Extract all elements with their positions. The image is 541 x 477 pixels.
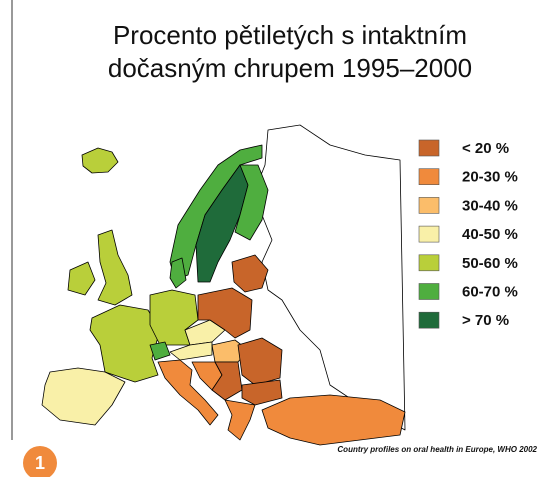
legend-swatch [418,225,440,243]
country [157,359,219,426]
legend-label: > 70 % [462,312,509,329]
country [67,261,96,296]
legend-label: 40-50 % [462,226,518,243]
country [81,147,119,174]
country [231,254,269,293]
country [89,304,161,383]
legend: < 20 % 20-30 % 30-40 % 40-50 % 50-60 % 60-70 … [418,139,518,329]
country [169,341,213,361]
legend-swatch [418,311,440,329]
legend-swatch [418,283,440,300]
country [237,337,283,386]
legend-label: 20-30 % [462,169,518,186]
country [261,394,406,446]
legend-swatch [418,254,440,272]
title-line: Procento pětiletých s intaktním [113,20,467,50]
legend-label: 30-40 % [462,197,518,214]
source-note: Country profiles on oral health in Europ… [337,445,537,454]
legend-label: 60-70 % [462,283,518,300]
badge-number: 1 [35,453,45,473]
legend-swatch [418,139,440,157]
country [97,229,133,306]
country [197,287,253,339]
legend-swatch [418,197,440,214]
country [184,319,226,346]
country [169,257,187,289]
country [241,379,283,406]
country [234,164,269,241]
badge-circle [23,446,57,477]
country [169,144,263,281]
legend-label: < 20 % [462,140,509,157]
title-line: dočasným chrupem 1995–2000 [108,53,472,83]
legend-swatch [418,168,440,185]
europe-map [41,124,406,446]
country [41,367,126,426]
country [224,399,256,441]
legend-label: 50-60 % [462,255,518,272]
country [149,341,171,361]
